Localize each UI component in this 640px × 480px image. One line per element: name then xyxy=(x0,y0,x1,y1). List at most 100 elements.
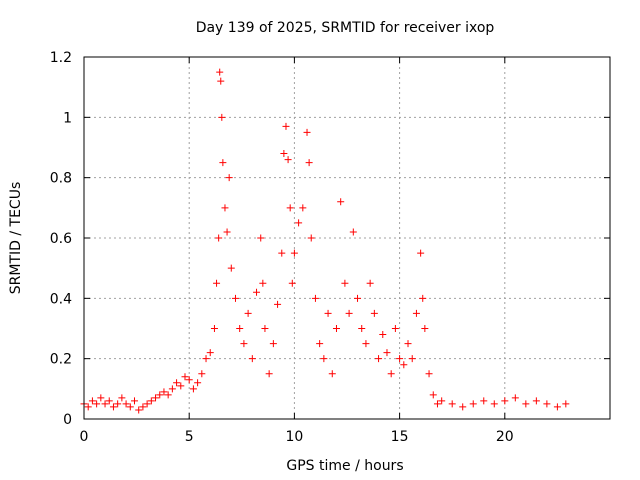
data-point xyxy=(105,397,113,405)
data-point xyxy=(164,391,172,399)
data-point xyxy=(274,300,282,308)
x-tick-label: 15 xyxy=(391,429,409,445)
data-point xyxy=(198,370,206,378)
x-axis-label: GPS time / hours xyxy=(286,458,403,474)
data-point xyxy=(490,400,498,408)
data-point xyxy=(231,294,239,302)
data-point xyxy=(332,325,340,332)
data-point xyxy=(177,382,185,390)
data-point xyxy=(118,394,126,402)
data-point xyxy=(210,325,218,332)
data-point xyxy=(185,376,193,384)
data-point xyxy=(299,204,307,212)
data-point xyxy=(370,309,378,317)
data-point xyxy=(221,204,229,212)
data-point xyxy=(553,403,561,411)
data-point xyxy=(168,385,176,393)
data-point xyxy=(269,340,277,348)
data-point xyxy=(328,370,336,378)
data-point xyxy=(419,294,427,302)
data-point xyxy=(257,234,265,242)
data-point xyxy=(143,400,151,408)
data-point xyxy=(147,397,155,405)
data-point xyxy=(375,355,383,363)
data-point xyxy=(206,349,214,357)
data-point xyxy=(97,394,105,402)
data-point xyxy=(93,400,101,408)
data-point xyxy=(307,234,315,242)
data-point xyxy=(417,249,425,257)
data-point xyxy=(284,156,292,164)
x-tick-label: 10 xyxy=(285,429,303,445)
data-point xyxy=(84,403,92,411)
data-point xyxy=(305,159,313,167)
data-point xyxy=(218,113,226,121)
data-point xyxy=(109,403,117,411)
data-point xyxy=(227,264,235,272)
data-point xyxy=(213,279,221,287)
data-point xyxy=(286,204,294,212)
data-point xyxy=(433,400,441,408)
data-point xyxy=(114,400,122,408)
data-point xyxy=(532,397,540,405)
y-tick-label: 0.8 xyxy=(50,171,72,187)
data-point xyxy=(511,394,519,402)
data-point xyxy=(412,309,420,317)
data-point xyxy=(425,370,433,378)
grid-layer xyxy=(84,57,610,419)
data-point xyxy=(522,400,530,408)
data-point xyxy=(216,68,224,76)
data-point xyxy=(181,373,189,381)
data-point xyxy=(324,309,332,317)
data-point xyxy=(215,234,223,242)
data-point xyxy=(130,397,138,405)
data-point xyxy=(152,394,160,402)
data-point xyxy=(421,325,429,332)
data-point xyxy=(366,279,374,287)
data-point xyxy=(261,325,269,332)
data-point xyxy=(280,150,288,158)
data-point xyxy=(543,400,551,408)
y-tick-label: 1 xyxy=(63,110,72,126)
data-point xyxy=(345,309,353,317)
data-point xyxy=(448,400,456,408)
data-point xyxy=(156,391,164,399)
data-point xyxy=(217,77,225,85)
data-point xyxy=(288,279,296,287)
data-point xyxy=(202,355,210,363)
data-point xyxy=(404,340,412,348)
y-axis-label: SRMTID / TECUs xyxy=(8,182,24,295)
data-point xyxy=(379,331,387,339)
data-point xyxy=(316,340,324,348)
data-point xyxy=(354,294,362,302)
data-point xyxy=(189,385,197,393)
data-point xyxy=(278,249,286,257)
points-layer xyxy=(80,68,570,414)
data-point xyxy=(501,397,509,405)
data-point xyxy=(259,279,267,287)
x-tick-label: 5 xyxy=(185,429,194,445)
data-point xyxy=(429,391,437,399)
data-point xyxy=(341,279,349,287)
data-point xyxy=(122,400,130,408)
tick-layer: 0 0.2 0.4 0.6 0.8 1 1.2 0 5 10 15 20 xyxy=(50,50,610,445)
data-point xyxy=(396,355,404,363)
data-point xyxy=(290,249,298,257)
plot-frame xyxy=(83,56,611,420)
x-tick-label: 20 xyxy=(496,429,514,445)
data-point xyxy=(223,228,231,236)
data-point xyxy=(248,355,256,363)
data-point xyxy=(438,397,446,405)
y-tick-label: 0.4 xyxy=(50,291,72,307)
data-point xyxy=(387,370,395,378)
data-point xyxy=(383,349,391,357)
data-point xyxy=(194,379,202,387)
data-point xyxy=(240,340,248,348)
data-point xyxy=(265,370,273,378)
data-point xyxy=(173,379,181,387)
data-point xyxy=(126,403,134,411)
data-point xyxy=(408,355,416,363)
data-point xyxy=(139,403,147,411)
data-point xyxy=(236,325,244,332)
